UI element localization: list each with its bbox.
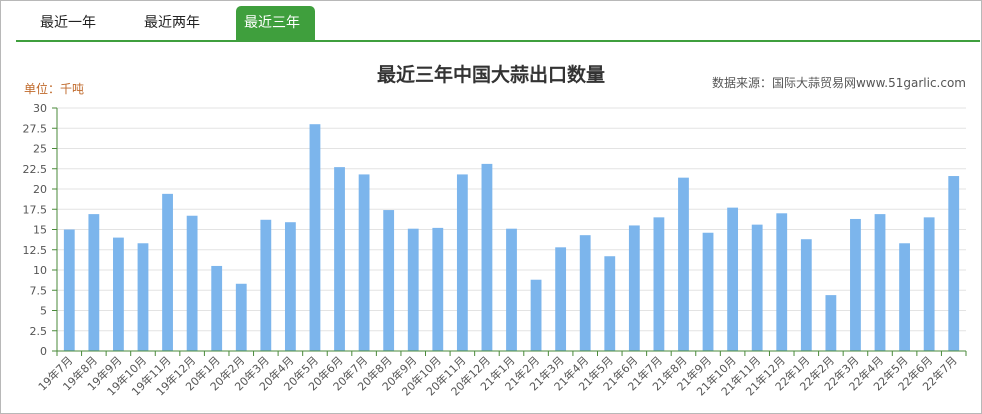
bar[interactable] xyxy=(800,239,812,351)
y-tick-label: 20 xyxy=(33,183,47,196)
tab-last-two-years[interactable]: 最近两年 xyxy=(144,15,200,31)
y-tick-label: 10 xyxy=(33,264,47,277)
y-axis: 0 2.5 5 7.5 10 12.5 15 17.5 20 22.5 25 27.5 30 xyxy=(23,102,58,358)
y-tick-label: 5 xyxy=(40,305,47,318)
bar[interactable] xyxy=(383,210,395,351)
bar[interactable] xyxy=(63,229,75,352)
bar[interactable] xyxy=(260,219,272,351)
bar[interactable] xyxy=(358,174,370,351)
y-tick-label: 7.5 xyxy=(30,284,48,297)
y-tick-label: 2.5 xyxy=(30,325,48,338)
bar[interactable] xyxy=(481,163,493,351)
bar[interactable] xyxy=(309,124,321,351)
bar[interactable] xyxy=(604,256,616,351)
bar[interactable] xyxy=(653,217,665,351)
bar[interactable] xyxy=(850,218,861,351)
y-tick-label: 12.5 xyxy=(23,244,48,257)
bar[interactable] xyxy=(776,213,788,351)
chart-title: 最近三年中国大蒜出口数量 xyxy=(377,63,605,86)
y-tick-label: 15 xyxy=(33,224,47,237)
bar[interactable] xyxy=(678,177,689,351)
y-tick-label: 25 xyxy=(33,143,47,156)
bar[interactable] xyxy=(506,228,517,351)
y-tick-label: 27.5 xyxy=(23,122,48,135)
bar[interactable] xyxy=(530,279,542,351)
bar[interactable] xyxy=(923,217,935,351)
bar[interactable] xyxy=(407,228,419,351)
unit-label: 单位：千吨 xyxy=(24,81,84,96)
bar[interactable] xyxy=(555,247,567,351)
tab-underline xyxy=(16,40,980,42)
source-label: 数据来源：国际大蒜贸易网www.51garlic.com xyxy=(712,75,966,90)
bar[interactable] xyxy=(186,215,198,351)
bar[interactable] xyxy=(456,174,468,351)
bar[interactable] xyxy=(899,243,910,351)
bar[interactable] xyxy=(628,225,640,351)
y-tick-label: 30 xyxy=(33,102,47,115)
tab-bar: 最近一年 最近两年 最近三年 xyxy=(16,0,980,40)
bars xyxy=(63,124,960,352)
y-tick-label: 22.5 xyxy=(23,163,48,176)
bar[interactable] xyxy=(88,214,100,351)
bar[interactable] xyxy=(825,295,837,351)
bar[interactable] xyxy=(432,227,444,351)
x-axis: 19年7月19年8月19年9月19年10月19年11月19年12月20年1月20… xyxy=(35,350,967,398)
bar[interactable] xyxy=(948,176,960,351)
bar[interactable] xyxy=(727,207,739,351)
tab-last-one-year[interactable]: 最近一年 xyxy=(40,15,96,31)
bar[interactable] xyxy=(334,167,345,351)
bar[interactable] xyxy=(874,214,886,351)
bar[interactable] xyxy=(137,243,149,351)
bar[interactable] xyxy=(211,265,223,351)
tab-last-three-years[interactable]: 最近三年 xyxy=(236,6,315,40)
bar[interactable] xyxy=(702,232,714,351)
bar[interactable] xyxy=(162,193,173,351)
bar[interactable] xyxy=(751,224,763,351)
y-tick-label: 17.5 xyxy=(23,203,48,216)
y-tick-label: 0 xyxy=(40,345,47,358)
bar[interactable] xyxy=(113,237,124,351)
bar[interactable] xyxy=(235,283,247,351)
bar[interactable] xyxy=(579,235,591,351)
bar[interactable] xyxy=(284,222,296,351)
